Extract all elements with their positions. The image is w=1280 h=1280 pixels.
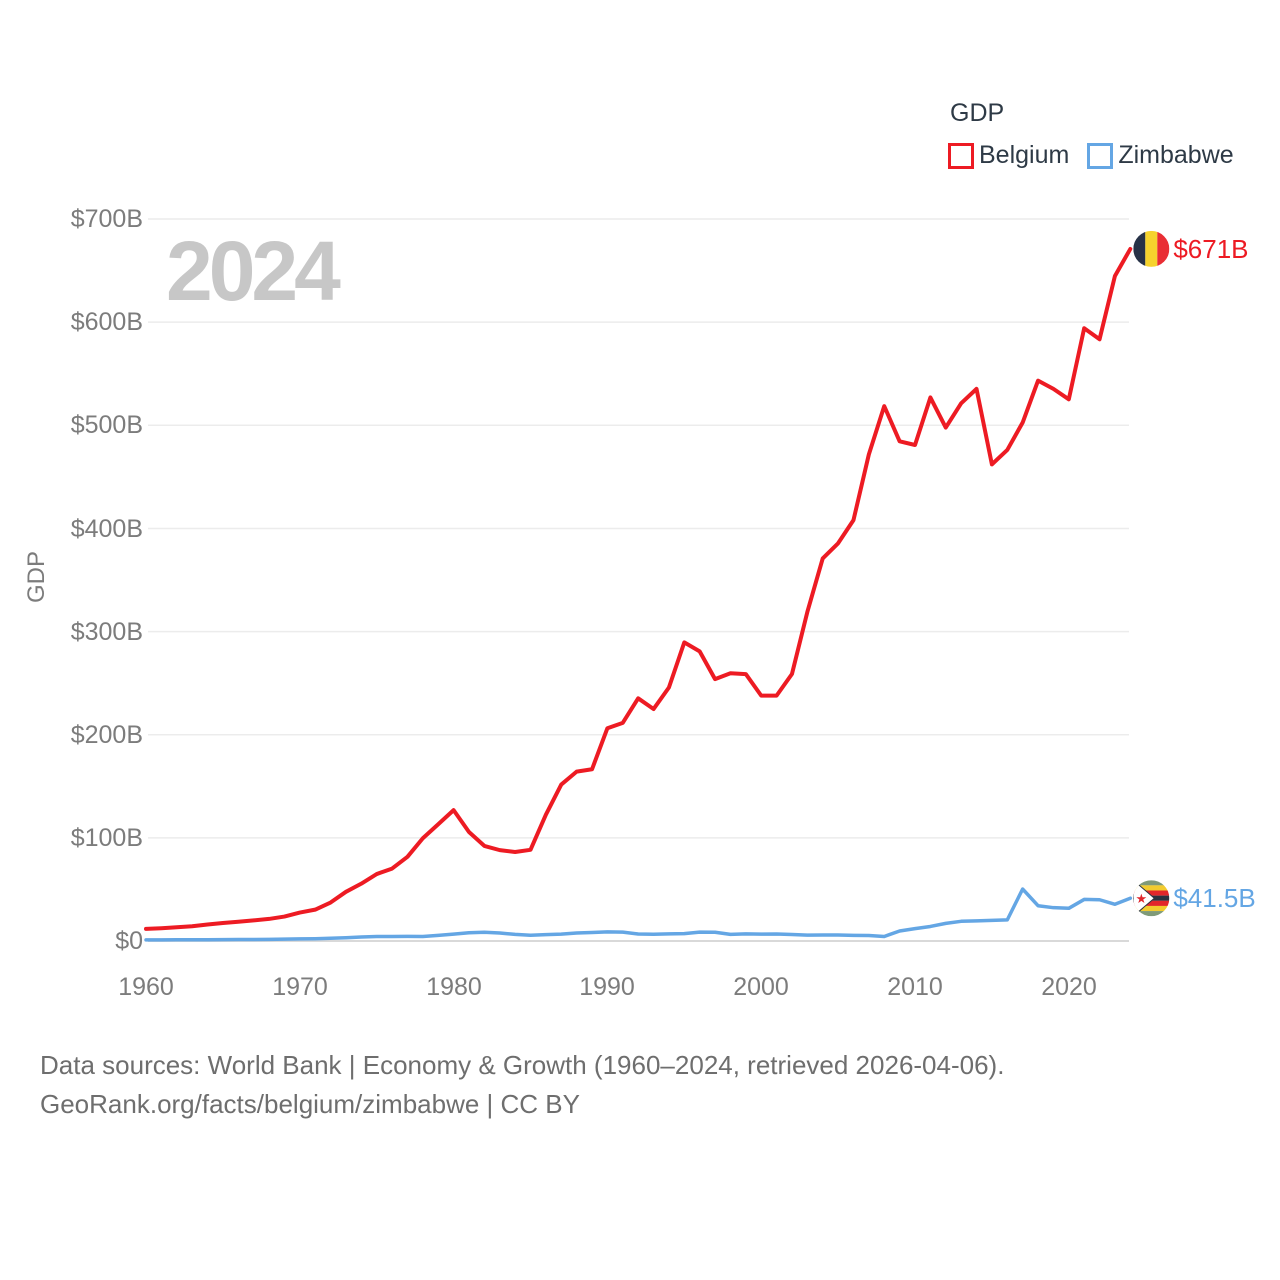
belgium-swatch (948, 142, 974, 169)
x-tick-2000: 2000 (733, 973, 789, 1001)
x-tick-1990: 1990 (579, 973, 635, 1001)
legend-title: GDP (950, 99, 1005, 127)
zimbabwe-end-value: $41.5B (1173, 883, 1255, 913)
legend-label-belgium: Belgium (979, 141, 1070, 169)
zimbabwe-swatch (1087, 142, 1114, 169)
legend: GDP Belgium Zimbabwe (948, 99, 1234, 170)
x-tick-2010: 2010 (887, 973, 943, 1001)
zimbabwe-flag-icon: ★ (1133, 880, 1170, 917)
y-tick-500: $500B (71, 411, 143, 439)
belgium-end-value: $671B (1173, 234, 1248, 264)
zimbabwe-line[interactable] (144, 887, 1133, 942)
y-tick-100: $100B (71, 824, 143, 852)
y-axis-title: GDP (23, 551, 50, 603)
source-line-2: GeoRank.org/facts/belgium/zimbabwe | CC … (40, 1089, 580, 1119)
source-line-1: Data sources: World Bank | Economy & Gro… (40, 1050, 1005, 1080)
belgium-flag-icon (1133, 230, 1170, 267)
x-tick-1980: 1980 (426, 973, 482, 1001)
y-tick-400: $400B (71, 515, 143, 543)
x-tick-2020: 2020 (1041, 973, 1097, 1001)
x-tick-1960: 1960 (118, 973, 174, 1001)
legend-item-zimbabwe[interactable]: Zimbabwe (1087, 141, 1234, 170)
y-tick-600: $600B (71, 308, 143, 336)
belgium-line[interactable] (144, 246, 1133, 931)
source-footer: Data sources: World Bank | Economy & Gro… (40, 1046, 1004, 1124)
legend-label-zimbabwe: Zimbabwe (1118, 141, 1234, 169)
y-tick-700: $700B (71, 205, 143, 233)
x-tick-1970: 1970 (272, 973, 328, 1001)
y-tick-300: $300B (71, 618, 143, 646)
zimbabwe-star-icon: ★ (1135, 891, 1147, 906)
gridlines (148, 218, 1129, 942)
y-tick-200: $200B (71, 721, 143, 749)
series-lines (144, 246, 1133, 942)
legend-item-belgium[interactable]: Belgium (948, 141, 1069, 170)
y-tick-0: $0 (115, 927, 143, 955)
watermark-year: 2024 (166, 224, 341, 318)
